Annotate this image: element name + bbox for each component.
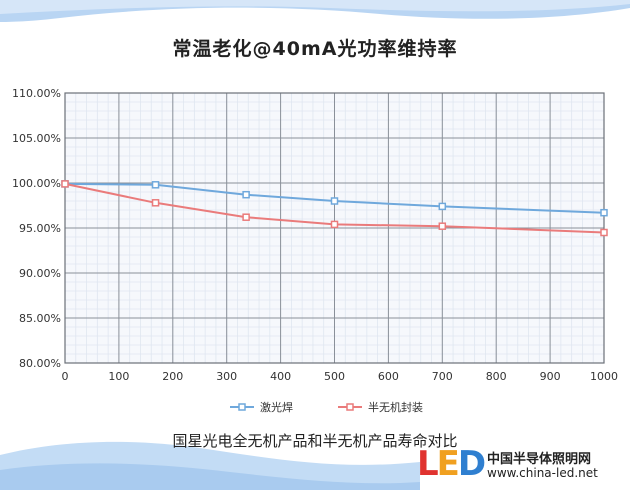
logo-letter: E — [436, 444, 460, 484]
x-tick-label: 100 — [108, 370, 129, 383]
data-point — [438, 202, 447, 211]
logo-url: www.china-led.net — [487, 466, 598, 480]
x-tick-label: 700 — [432, 370, 453, 383]
y-tick-label: 90.00% — [19, 267, 61, 280]
x-tick-label: 500 — [324, 370, 345, 383]
y-tick-label: 95.00% — [19, 222, 61, 235]
y-tick-label: 110.00% — [12, 87, 61, 100]
data-point — [151, 199, 160, 207]
chart-title: 常温老化@40mA光功率维持率 — [172, 38, 458, 60]
x-tick-label: 400 — [270, 370, 291, 383]
data-point — [600, 228, 608, 237]
logo-mark: LED — [417, 444, 486, 484]
x-tick-label: 300 — [216, 370, 237, 383]
data-point — [330, 220, 339, 229]
y-tick-label: 80.00% — [19, 357, 61, 370]
site-logo: LED 中国半导体照明网 www.china-led.net — [417, 444, 627, 486]
legend-marker — [238, 403, 246, 411]
legend-marker — [346, 403, 354, 411]
data-point — [438, 222, 447, 230]
logo-name: 中国半导体照明网 — [487, 452, 592, 467]
logo-letter: D — [457, 444, 486, 484]
y-tick-label: 85.00% — [19, 312, 61, 325]
y-tick-label: 100.00% — [12, 177, 61, 190]
series-line — [64, 182, 605, 214]
logo-letter: L — [417, 444, 439, 484]
series-line — [64, 182, 605, 234]
data-point — [242, 213, 250, 221]
x-tick-label: 200 — [162, 370, 183, 383]
x-tick-label: 600 — [378, 370, 399, 383]
x-tick-label: 800 — [486, 370, 507, 383]
x-tick-label: 0 — [62, 370, 69, 383]
line-chart: 80.00% 85.00% 90.00% 95.00% 100.00% 105.00% 11… — [12, 87, 618, 414]
data-point — [330, 197, 339, 205]
data-point — [61, 180, 69, 188]
x-tick-label: 900 — [540, 370, 561, 383]
legend-label: 激光焊 — [260, 400, 293, 414]
plot-border — [64, 92, 605, 364]
chart-subtitle: 国星光电全无机产品和半无机产品寿命对比 — [172, 432, 458, 450]
data-point — [600, 208, 608, 217]
data-point — [151, 181, 160, 189]
x-tick-label: 1000 — [590, 370, 618, 383]
y-tick-label: 105.00% — [12, 132, 61, 145]
legend-label: 半无机封装 — [368, 400, 423, 414]
data-point — [242, 190, 250, 199]
